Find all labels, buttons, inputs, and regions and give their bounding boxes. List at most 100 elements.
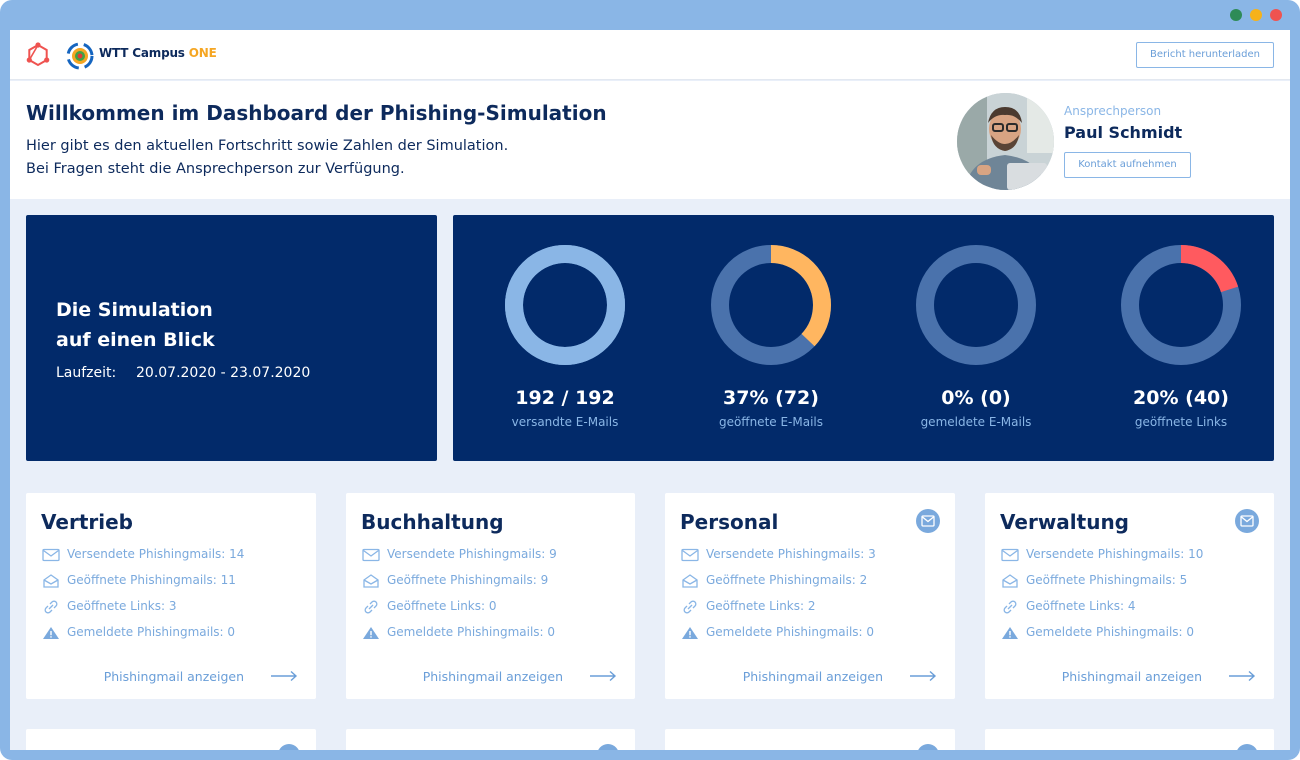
sent-mails-row: Versendete Phishingmails: 3	[681, 547, 941, 563]
intro-text-line-1: Hier gibt es den aktuellen Fortschritt s…	[26, 138, 509, 154]
link-icon	[44, 600, 58, 614]
reported-mails-row: Gemeldete Phishingmails: 0	[681, 625, 941, 641]
opened-mails-row: Geöffnete Phishingmails: 11	[42, 573, 302, 589]
show-phishingmail-link[interactable]: Phishingmail anzeigen	[417, 667, 617, 685]
mail-badge-icon[interactable]	[1236, 744, 1258, 750]
sent-mails-row: Versendete Phishingmails: 9	[362, 547, 622, 563]
opened-mails-text: Geöffnete Phishingmails: 2	[706, 573, 868, 587]
summary-title-line-1: Die Simulation	[56, 299, 213, 321]
sent-mails-text: Versendete Phishingmails: 3	[706, 547, 876, 561]
brand-name: WTT Campus ONE	[99, 46, 217, 60]
envelope-icon	[42, 548, 60, 562]
link-icon	[1003, 600, 1017, 614]
department-card-vertrieb[interactable]: Vertrieb Versendete Phishingmails: 14 Ge…	[26, 493, 316, 699]
stat-opened-links: 20% (40) geöffnete Links	[1081, 245, 1281, 435]
open-envelope-icon	[1002, 574, 1018, 588]
sent-mails-text: Versendete Phishingmails: 10	[1026, 547, 1204, 561]
show-phishingmail-label: Phishingmail anzeigen	[422, 669, 563, 684]
page-title: Willkommen im Dashboard der Phishing-Sim…	[26, 101, 607, 125]
show-phishingmail-link[interactable]: Phishingmail anzeigen	[1056, 667, 1256, 685]
link-icon	[364, 600, 378, 614]
opened-links-text: Geöffnete Links: 0	[387, 599, 497, 613]
arrow-right-icon	[1229, 670, 1256, 682]
avatar	[957, 93, 1054, 190]
mail-badge-icon[interactable]	[597, 744, 619, 750]
stat-sent-emails: 192 / 192 versandte E-Mails	[465, 245, 665, 435]
stat-value: 37% (72)	[723, 387, 819, 409]
dashboard-screen: WTT Campus ONE Bericht herunterladen Wil…	[10, 30, 1290, 750]
opened-links-row: Geöffnete Links: 2	[681, 599, 941, 615]
stat-label: gemeldete E-Mails	[920, 415, 1032, 429]
opened-mails-text: Geöffnete Phishingmails: 11	[67, 573, 236, 587]
welcome-section: Willkommen im Dashboard der Phishing-Sim…	[10, 81, 1290, 199]
opened-mails-row: Geöffnete Phishingmails: 5	[1001, 573, 1261, 589]
department-card-personal[interactable]: Personal Versendete Phishingmails: 3 Geö…	[665, 493, 955, 699]
hexagon-network-icon[interactable]	[25, 42, 51, 68]
warning-icon	[1002, 627, 1018, 639]
statistics-panel: 192 / 192 versandte E-Mails 37% (72) geö…	[453, 215, 1274, 461]
link-icon	[683, 600, 697, 614]
envelope-icon	[681, 548, 699, 562]
opened-mails-row: Geöffnete Phishingmails: 2	[681, 573, 941, 589]
show-phishingmail-label: Phishingmail anzeigen	[1061, 669, 1202, 684]
warning-icon	[43, 627, 59, 639]
simulation-summary-panel: Die Simulation auf einen Blick Laufzeit:…	[26, 215, 437, 461]
sent-mails-row: Versendete Phishingmails: 14	[42, 547, 302, 563]
top-bar: WTT Campus ONE Bericht herunterladen	[10, 30, 1290, 80]
department-name: Personal	[680, 510, 779, 534]
open-envelope-icon	[363, 574, 379, 588]
summary-title: Die Simulation auf einen Blick	[56, 295, 215, 355]
open-envelope-icon	[682, 574, 698, 588]
department-card-partial[interactable]	[665, 729, 955, 750]
brand-logo-icon[interactable]	[65, 41, 95, 71]
stat-label: versandte E-Mails	[511, 415, 619, 429]
reported-mails-text: Gemeldete Phishingmails: 0	[1026, 625, 1195, 639]
minimize-button[interactable]	[1250, 9, 1262, 21]
department-card-verwaltung[interactable]: Verwaltung Versendete Phishingmails: 10 …	[985, 493, 1274, 699]
download-report-button[interactable]: Bericht herunterladen	[1136, 42, 1274, 68]
warning-icon	[363, 627, 379, 639]
show-phishingmail-link[interactable]: Phishingmail anzeigen	[98, 667, 298, 685]
warning-icon	[682, 627, 698, 639]
show-phishingmail-label: Phishingmail anzeigen	[103, 669, 244, 684]
contact-name: Paul Schmidt	[1064, 123, 1183, 142]
reported-mails-row: Gemeldete Phishingmails: 0	[362, 625, 622, 641]
department-card-partial[interactable]	[26, 729, 316, 750]
open-envelope-icon	[43, 574, 59, 588]
runtime-label: Laufzeit:	[56, 365, 117, 381]
opened-links-row: Geöffnete Links: 0	[362, 599, 622, 615]
donut-chart-opened	[711, 245, 831, 365]
mail-badge-icon[interactable]	[1235, 509, 1259, 533]
summary-title-line-2: auf einen Blick	[56, 329, 215, 351]
department-card-buchhaltung[interactable]: Buchhaltung Versendete Phishingmails: 9 …	[346, 493, 635, 699]
show-phishingmail-link[interactable]: Phishingmail anzeigen	[737, 667, 937, 685]
envelope-icon	[1240, 515, 1254, 527]
department-card-partial[interactable]	[985, 729, 1274, 750]
department-name: Verwaltung	[1000, 510, 1129, 534]
reported-mails-text: Gemeldete Phishingmails: 0	[67, 625, 236, 639]
opened-mails-row: Geöffnete Phishingmails: 9	[362, 573, 622, 589]
window-controls	[1230, 9, 1282, 21]
stat-label: geöffnete E-Mails	[718, 415, 824, 429]
stat-reported-emails: 0% (0) gemeldete E-Mails	[876, 245, 1076, 435]
department-name: Buchhaltung	[361, 510, 504, 534]
arrow-right-icon	[590, 670, 617, 682]
intro-text-line-2: Bei Fragen steht die Ansprechperson zur …	[26, 161, 405, 177]
mail-badge-icon[interactable]	[916, 509, 940, 533]
stat-value: 20% (40)	[1133, 387, 1229, 409]
opened-mails-text: Geöffnete Phishingmails: 5	[1026, 573, 1188, 587]
contact-photo	[957, 93, 1054, 190]
show-phishingmail-label: Phishingmail anzeigen	[742, 669, 883, 684]
donut-chart-sent	[505, 245, 625, 365]
mail-badge-icon[interactable]	[917, 744, 939, 750]
department-card-partial[interactable]	[346, 729, 635, 750]
opened-links-text: Geöffnete Links: 2	[706, 599, 816, 613]
maximize-button[interactable]	[1230, 9, 1242, 21]
reported-mails-row: Gemeldete Phishingmails: 0	[1001, 625, 1261, 641]
stat-value: 192 / 192	[515, 387, 615, 409]
close-button[interactable]	[1270, 9, 1282, 21]
mail-badge-icon[interactable]	[278, 744, 300, 750]
contact-button[interactable]: Kontakt aufnehmen	[1064, 152, 1191, 178]
stat-label: geöffnete Links	[1134, 415, 1228, 429]
arrow-right-icon	[910, 670, 937, 682]
